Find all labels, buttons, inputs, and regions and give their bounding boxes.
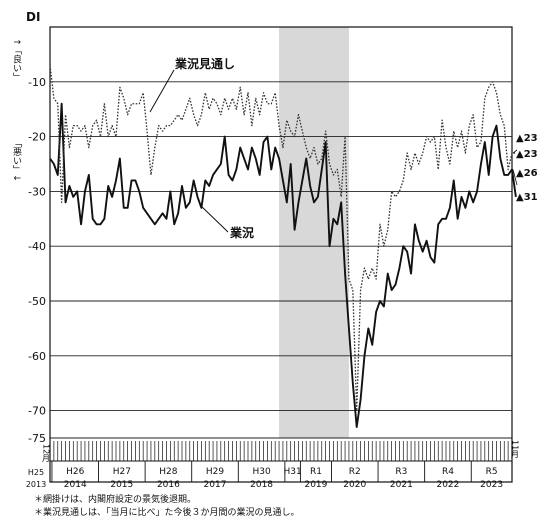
x-year-label: 2018 <box>250 480 273 490</box>
x-year-label: 2021 <box>390 480 413 490</box>
y-tick-label: -70 <box>28 405 46 418</box>
x-era-label: R2 <box>349 467 361 477</box>
x-year-label: 2020 <box>343 480 366 490</box>
x-era-label: H28 <box>159 467 177 477</box>
x-year-label: 2015 <box>110 480 133 490</box>
x-era-label: H26 <box>66 467 84 477</box>
end-value-label: ▲23 <box>516 149 538 160</box>
x-year-label: 2023 <box>480 480 503 490</box>
recession-shading <box>279 27 349 438</box>
x-year-label: 2019 <box>304 480 327 490</box>
y-tick-label: -40 <box>28 240 46 253</box>
y-axis-title: DI <box>26 10 40 24</box>
series-label-business: 業況 <box>229 225 254 240</box>
x-year-label: 2016 <box>157 480 180 490</box>
y-axis-good-label: ↑「良い」 <box>11 38 22 82</box>
plot-frame <box>49 26 513 483</box>
x-era-label: R5 <box>486 467 498 477</box>
y-tick-label: -30 <box>28 185 46 198</box>
x-start-year-label: 2013 <box>26 480 46 489</box>
end-annotation-pointer <box>512 169 518 186</box>
footnotes: ＊網掛けは、内閣府設定の景気後退期。 ＊業況見通しは、「当月に比べ」た今後３か月… <box>34 494 300 520</box>
x-era-label: H27 <box>113 467 131 477</box>
x-year-label: 2022 <box>436 480 459 490</box>
footnote-shading: ＊網掛けは、内閣府設定の景気後退期。 <box>34 495 197 505</box>
footnote-outlook: ＊業況見通しは、「当月に比べ」た今後３か月間の業況の見通し。 <box>34 508 300 518</box>
end-value-label: ▲31 <box>516 192 538 203</box>
series-gyokyo-line <box>49 102 517 428</box>
y-tick-label: -10 <box>28 76 46 89</box>
x-start-era-label: H25 <box>28 468 44 477</box>
x-era-label: R3 <box>395 467 407 477</box>
end-value-label: ▲23 <box>516 133 538 144</box>
y-tick-label: -50 <box>28 295 46 308</box>
x-era-label: H30 <box>252 467 270 477</box>
y-axis-bad-label: 「悪い」↓ <box>11 138 22 182</box>
series-label-leader <box>149 69 175 113</box>
y-tick-label: -60 <box>28 350 46 363</box>
x-era-label: H29 <box>206 467 224 477</box>
series-label-leader <box>199 204 229 233</box>
x-era-label: R1 <box>310 467 322 477</box>
x-start-month-label: 12月 <box>42 444 51 463</box>
y-tick-label: -20 <box>28 131 46 144</box>
y-tick-label: -75 <box>28 432 46 445</box>
series-mitooshi-line <box>49 65 516 412</box>
line-chart: -10 -20 -30 -40 -50 -60 -70 -75 DI ↑「良い」「悪い」↓ H26 2… <box>11 10 538 490</box>
end-value-label: ▲26 <box>516 168 538 179</box>
x-end-month-label: 11月 <box>511 440 520 459</box>
x-era-label: H31 <box>284 467 302 477</box>
end-annotation-pointer <box>512 149 518 154</box>
x-year-label: 2014 <box>64 480 87 490</box>
series-label-outlook: 業況見通し <box>174 56 235 71</box>
x-era-label: R4 <box>442 467 454 477</box>
x-year-label: 2017 <box>204 480 227 490</box>
